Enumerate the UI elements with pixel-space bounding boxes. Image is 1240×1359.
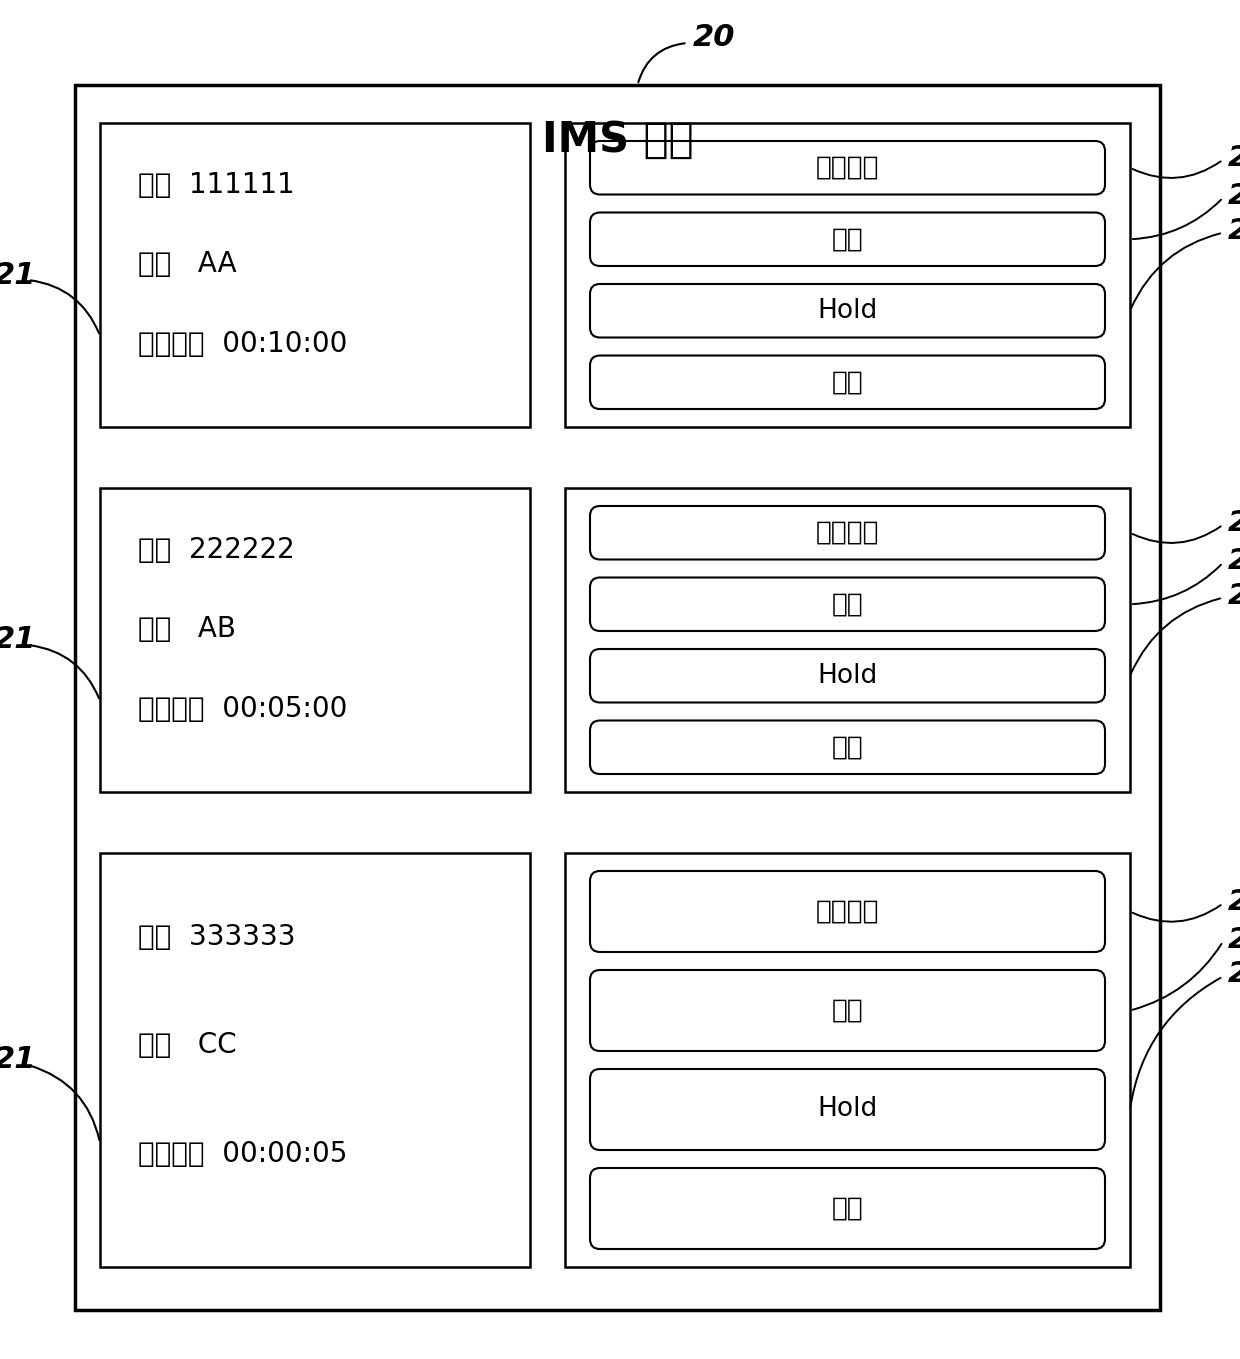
FancyBboxPatch shape	[590, 212, 1105, 266]
FancyBboxPatch shape	[590, 650, 1105, 703]
Text: 221: 221	[1228, 508, 1240, 537]
FancyBboxPatch shape	[590, 141, 1105, 194]
Text: 222: 222	[1228, 182, 1240, 209]
FancyBboxPatch shape	[590, 871, 1105, 953]
FancyBboxPatch shape	[590, 1167, 1105, 1249]
Text: 通话: 通话	[832, 591, 863, 617]
Text: 结束: 结束	[832, 370, 863, 395]
Text: 通话时间  00:00:05: 通话时间 00:00:05	[138, 1140, 347, 1167]
Text: 222: 222	[1228, 925, 1240, 954]
Bar	[565, 853, 1130, 1267]
Text: 音频混频: 音频混频	[816, 155, 879, 181]
FancyBboxPatch shape	[590, 970, 1105, 1051]
Text: 21: 21	[0, 625, 36, 655]
Text: 21: 21	[0, 1045, 36, 1075]
Text: IMS 会话: IMS 会话	[542, 120, 693, 160]
Bar	[100, 488, 529, 792]
Bar	[565, 124, 1130, 427]
Text: 号码  111111: 号码 111111	[138, 170, 295, 198]
Text: 22: 22	[1228, 961, 1240, 988]
Bar	[100, 124, 529, 427]
Text: 20: 20	[692, 23, 735, 53]
Text: 结束: 结束	[832, 734, 863, 760]
Text: 名字   AB: 名字 AB	[138, 616, 236, 643]
Text: 号码  333333: 号码 333333	[138, 923, 295, 951]
Text: 通话时间  00:10:00: 通话时间 00:10:00	[138, 330, 347, 357]
Text: 22: 22	[1228, 582, 1240, 610]
FancyBboxPatch shape	[590, 720, 1105, 775]
Text: Hold: Hold	[817, 298, 878, 323]
Text: 222: 222	[1228, 546, 1240, 575]
Bar	[100, 853, 529, 1267]
Text: 号码  222222: 号码 222222	[138, 535, 295, 564]
Bar	[565, 488, 1130, 792]
FancyBboxPatch shape	[590, 1070, 1105, 1150]
Text: 通话: 通话	[832, 226, 863, 253]
Bar	[74, 86, 1159, 1310]
Text: 通话: 通话	[832, 998, 863, 1023]
Text: Hold: Hold	[817, 663, 878, 689]
Text: 22: 22	[1228, 216, 1240, 245]
Text: 通话时间  00:05:00: 通话时间 00:05:00	[138, 694, 347, 723]
FancyBboxPatch shape	[590, 284, 1105, 337]
Text: 221: 221	[1228, 887, 1240, 916]
Text: 21: 21	[0, 261, 36, 289]
FancyBboxPatch shape	[590, 356, 1105, 409]
FancyBboxPatch shape	[590, 578, 1105, 631]
Text: 名字   AA: 名字 AA	[138, 250, 237, 279]
FancyBboxPatch shape	[590, 506, 1105, 560]
Text: 音频混频: 音频混频	[816, 898, 879, 924]
Text: 221: 221	[1228, 144, 1240, 171]
Text: 音频混频: 音频混频	[816, 519, 879, 546]
Text: 结束: 结束	[832, 1196, 863, 1222]
Text: Hold: Hold	[817, 1097, 878, 1123]
Text: 名字   CC: 名字 CC	[138, 1031, 237, 1059]
